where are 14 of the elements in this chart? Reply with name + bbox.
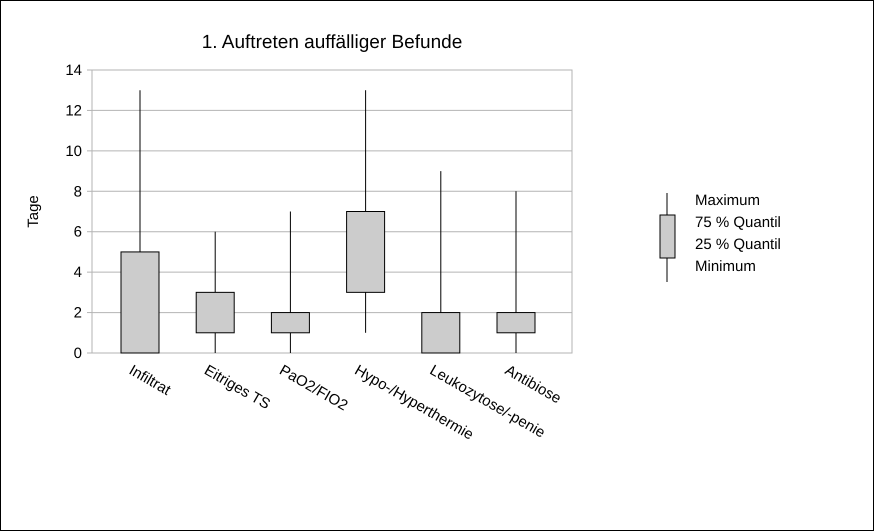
y-tick-label: 2 (74, 304, 82, 322)
y-tick-label: 4 (74, 264, 82, 282)
text: 75 % Quantil (695, 214, 781, 231)
y-tick-label: 0 (74, 345, 82, 362)
y-tick-label: 6 (74, 224, 82, 241)
text: Maximum (695, 192, 760, 209)
y-tick-label: 14 (65, 62, 82, 79)
text: Minimum (695, 258, 756, 275)
y-tick-label: 12 (65, 102, 82, 120)
y-tick-label: 8 (74, 183, 82, 200)
y-tick-label: 10 (65, 142, 82, 160)
text: 25 % Quantil (695, 236, 781, 253)
y-axis-title: Tage (25, 195, 42, 228)
chart-title: 1. Auftreten auffälliger Befunde (202, 32, 462, 53)
